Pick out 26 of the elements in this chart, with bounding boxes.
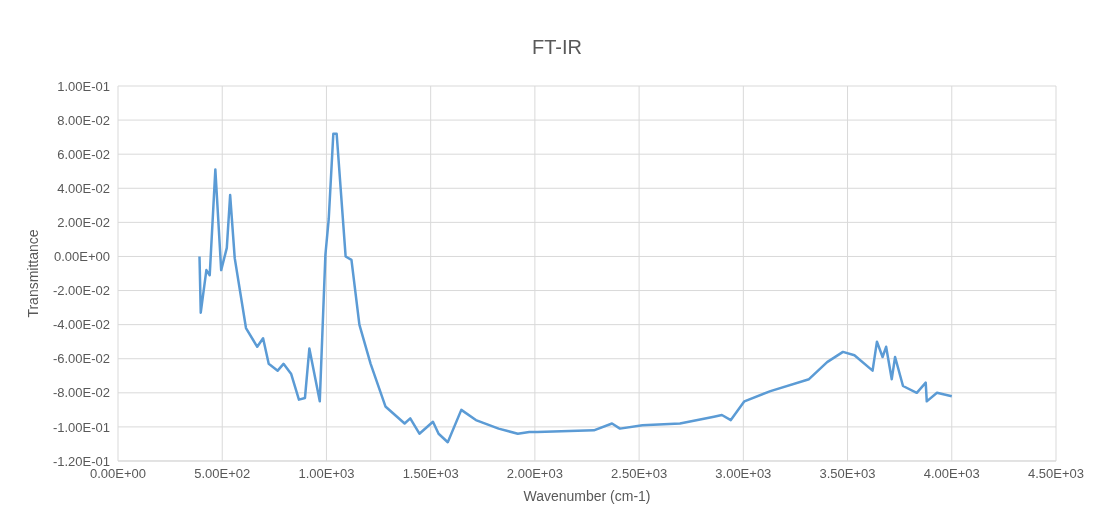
y-tick-label: -4.00E-02: [52, 317, 110, 333]
y-tick-label: -1.00E-01: [52, 419, 110, 435]
chart-title: FT-IR: [531, 35, 583, 60]
x-tick-label: 5.00E+02: [194, 466, 251, 482]
x-tick-label: 2.50E+03: [611, 466, 668, 482]
line-series: [198, 132, 954, 444]
y-tick-label: 2.00E-02: [57, 214, 110, 230]
x-tick-label: 4.00E+03: [923, 466, 980, 482]
x-tick-label: 3.00E+03: [715, 466, 772, 482]
y-tick-label: -6.00E-02: [52, 351, 110, 367]
x-tick-label: 2.00E+03: [506, 466, 563, 482]
x-tick-label: 1.50E+03: [402, 466, 459, 482]
y-tick-label: 0.00E+00: [53, 249, 110, 265]
y-tick-label: 6.00E-02: [57, 146, 110, 162]
x-tick-label: 0.00E+00: [89, 466, 147, 482]
y-tick-label: -8.00E-02: [52, 385, 110, 401]
x-tick-label: 3.50E+03: [819, 466, 876, 482]
y-tick-label: -2.00E-02: [52, 283, 110, 299]
y-axis-title: Transmittance: [24, 229, 41, 318]
y-tick-label: -1.20E-01: [52, 453, 110, 469]
x-tick-label: 1.00E+03: [298, 466, 355, 482]
y-tick-label: 1.00E-01: [57, 78, 110, 94]
y-tick-label: 8.00E-02: [57, 112, 110, 128]
y-tick-label: 4.00E-02: [57, 180, 110, 196]
x-tick-label: 4.50E+03: [1027, 466, 1085, 482]
x-axis-title: Wavenumber (cm-1): [523, 488, 651, 504]
